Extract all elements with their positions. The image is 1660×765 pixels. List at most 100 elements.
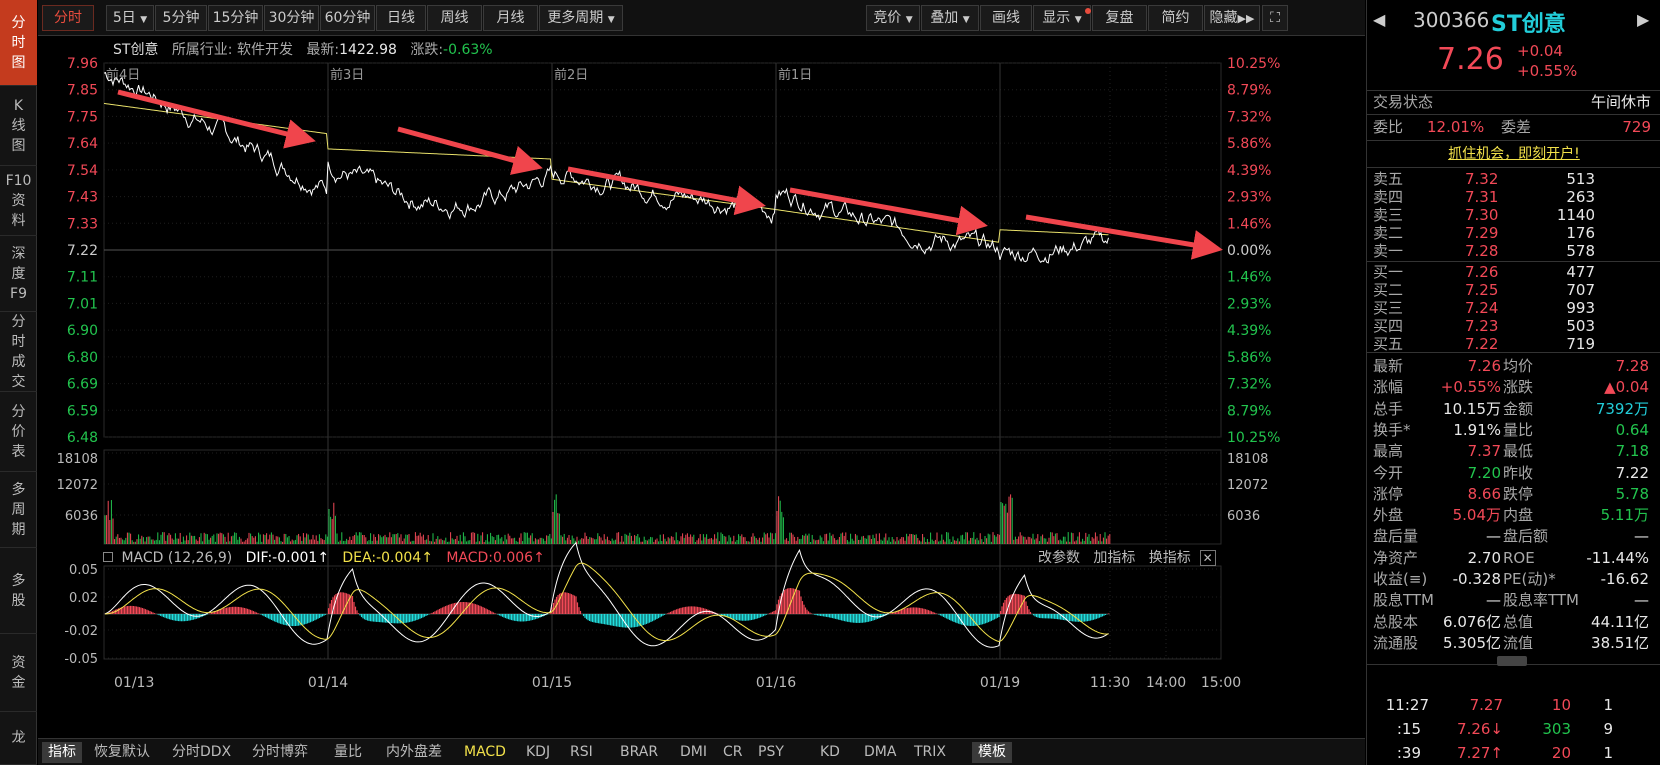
macd-dif-line <box>104 541 1109 648</box>
sidebar-item-char: 分 <box>11 313 26 330</box>
order-book-row: 卖二 7.29 176 <box>1367 224 1660 242</box>
fullscreen-icon[interactable]: ⛶ <box>1262 5 1288 31</box>
sidebar-item-8[interactable]: 资金 <box>0 634 37 712</box>
indicator-tab-6[interactable]: MACD <box>464 744 506 760</box>
pct-tick-label: 8.79% <box>1227 83 1271 99</box>
auction-button[interactable]: 竞价 ▼ <box>866 5 920 31</box>
macd-tick-label: -0.02 <box>64 624 98 639</box>
indicator-tab-14[interactable]: DMA <box>864 744 897 760</box>
stock-name: ST创意 <box>113 42 159 58</box>
weibi-label: 委比 <box>1373 118 1404 136</box>
edit-params-link[interactable]: 改参数 <box>1038 550 1080 566</box>
macd-settings-icon[interactable] <box>103 552 113 562</box>
indicator-tab-0[interactable]: 指标 <box>42 742 82 763</box>
order-book-row: 买四 7.23 503 <box>1367 317 1660 335</box>
volume-tick-label: 6036 <box>65 509 98 524</box>
latest-index-value: 1422.98 <box>339 42 397 58</box>
tick-time: :39 <box>1396 744 1421 762</box>
sidebar-item-char: 表 <box>11 443 26 460</box>
indicator-tab-4[interactable]: 量比 <box>334 744 362 760</box>
stat-row: 盘后量 — 盘后额 — <box>1367 526 1660 547</box>
stat-value: 7.28 <box>1615 357 1649 375</box>
order-book-row: 卖一 7.28 578 <box>1367 242 1660 260</box>
indicator-tab-3[interactable]: 分时博弈 <box>252 744 308 760</box>
stat-row: 涨幅 +0.55% 涨跌 ▲0.04 <box>1367 377 1660 398</box>
intraday-chart[interactable]: 7.96 10.25% 7.85 8.79% 7.75 7.32% 7.64 5.86% 7.5… <box>38 37 1365 738</box>
close-icon[interactable]: ✕ <box>1199 550 1216 566</box>
sidebar-item-2[interactable]: F10 资料 <box>0 166 37 236</box>
period-tab-30min[interactable]: 30分钟 <box>264 5 319 31</box>
pct-tick-label: 1.46% <box>1227 270 1271 286</box>
sidebar-item-0[interactable]: 分时图 <box>0 0 37 86</box>
time-tick-label: 01/15 <box>532 675 572 691</box>
sidebar-item-char: 价 <box>11 423 26 440</box>
macd-tick-label: -0.05 <box>64 652 98 667</box>
pct-tick-label: 10.25% <box>1227 430 1280 446</box>
replay-button[interactable]: 复盘 <box>1092 5 1147 31</box>
sidebar-item-3[interactable]: 深度 F9 <box>0 236 37 312</box>
collapse-handle-icon[interactable] <box>1497 656 1527 666</box>
indicator-tab-15[interactable]: TRIX <box>914 744 946 760</box>
macd-title[interactable]: MACD (12,26,9) <box>121 550 233 566</box>
volume-tick-label: 18108 <box>1227 452 1268 467</box>
switch-indicator-link[interactable]: 换指标 <box>1148 550 1191 566</box>
indicator-tab-bar: 指标 恢复默认 分时DDX 分时博弈 量比 内外盘差 MACD KDJ RSI BRAR DMI CR… <box>38 738 1365 765</box>
period-tab-more[interactable]: 更多周期 ▼ <box>539 5 623 31</box>
sidebar-item-4[interactable]: 分时成交 <box>0 312 37 392</box>
indicator-tab-9[interactable]: BRAR <box>620 744 659 760</box>
order-level-label: 买四 <box>1373 317 1404 335</box>
sidebar-item-6[interactable]: 多周期 <box>0 472 37 548</box>
indicator-tab-10[interactable]: DMI <box>680 744 707 760</box>
period-tab-intraday[interactable]: 分时 <box>42 5 94 31</box>
stat-label: 盘后额 <box>1503 527 1549 546</box>
macd-frame <box>103 565 1222 660</box>
prev-stock-icon[interactable]: ◀ <box>1373 10 1386 29</box>
stat-value: 5.04万 <box>1452 506 1501 525</box>
order-level-label: 卖五 <box>1373 170 1404 188</box>
period-tab-monthly[interactable]: 月线 <box>483 5 538 31</box>
stat-value: -16.62 <box>1600 570 1649 588</box>
stock-code: 300366 <box>1413 8 1490 32</box>
sidebar-item-5[interactable]: 分价表 <box>0 392 37 472</box>
indicator-tab-5[interactable]: 内外盘差 <box>386 744 442 760</box>
display-button[interactable]: 显示 ▼ <box>1033 5 1091 31</box>
indicator-tab-13[interactable]: KD <box>820 744 840 760</box>
auction-label: 竞价 <box>873 10 902 26</box>
simple-button[interactable]: 简约 <box>1148 5 1203 31</box>
sidebar-item-char: 料 <box>11 212 26 229</box>
indicator-tab-12[interactable]: PSY <box>758 744 784 760</box>
promo-link[interactable]: 抓住机会，即刻开户! <box>1448 146 1580 162</box>
sidebar-item-9[interactable]: 龙 <box>0 712 37 765</box>
period-tab-15min[interactable]: 15分钟 <box>208 5 263 31</box>
indicator-tab-16[interactable]: 模板 <box>972 742 1012 763</box>
sidebar-item-char: 度 <box>11 265 26 282</box>
tick-count: 1 <box>1603 744 1613 762</box>
period-tab-5min[interactable]: 5分钟 <box>155 5 207 31</box>
chevron-down-icon: ▼ <box>905 15 913 25</box>
sidebar-item-7[interactable]: 多股 <box>0 548 37 634</box>
pct-tick-label: 1.46% <box>1227 216 1271 232</box>
indicator-tab-2[interactable]: 分时DDX <box>172 744 232 760</box>
period-tab-daily[interactable]: 日线 <box>376 5 426 31</box>
stat-value: 6.076亿 <box>1443 612 1501 631</box>
price-line <box>103 71 1109 264</box>
indicator-tab-1[interactable]: 恢复默认 <box>94 744 150 760</box>
period-tab-weekly[interactable]: 周线 <box>427 5 482 31</box>
stat-label: 跌停 <box>1503 484 1534 503</box>
volume-tick-label: 12072 <box>1227 478 1268 493</box>
order-price: 7.30 <box>1465 206 1499 224</box>
overlay-button[interactable]: 叠加 ▼ <box>921 5 979 31</box>
add-indicator-link[interactable]: 加指标 <box>1093 550 1136 566</box>
indicator-tab-11[interactable]: CR <box>723 744 743 760</box>
indicator-tab-8[interactable]: RSI <box>570 744 593 760</box>
macd-dea-line <box>104 562 1109 643</box>
period-tab-60min[interactable]: 60分钟 <box>320 5 375 31</box>
hide-button[interactable]: 隐藏▶▶ <box>1204 5 1260 31</box>
period-tab-5day[interactable]: 5日 ▼ <box>106 5 154 31</box>
tick-price: 7.26↓ <box>1457 720 1503 738</box>
next-stock-icon[interactable]: ▶ <box>1637 10 1650 29</box>
indicator-tab-7[interactable]: KDJ <box>526 744 551 760</box>
order-book-row: 买五 7.22 719 <box>1367 335 1660 353</box>
draw-line-button[interactable]: 画线 <box>980 5 1032 31</box>
